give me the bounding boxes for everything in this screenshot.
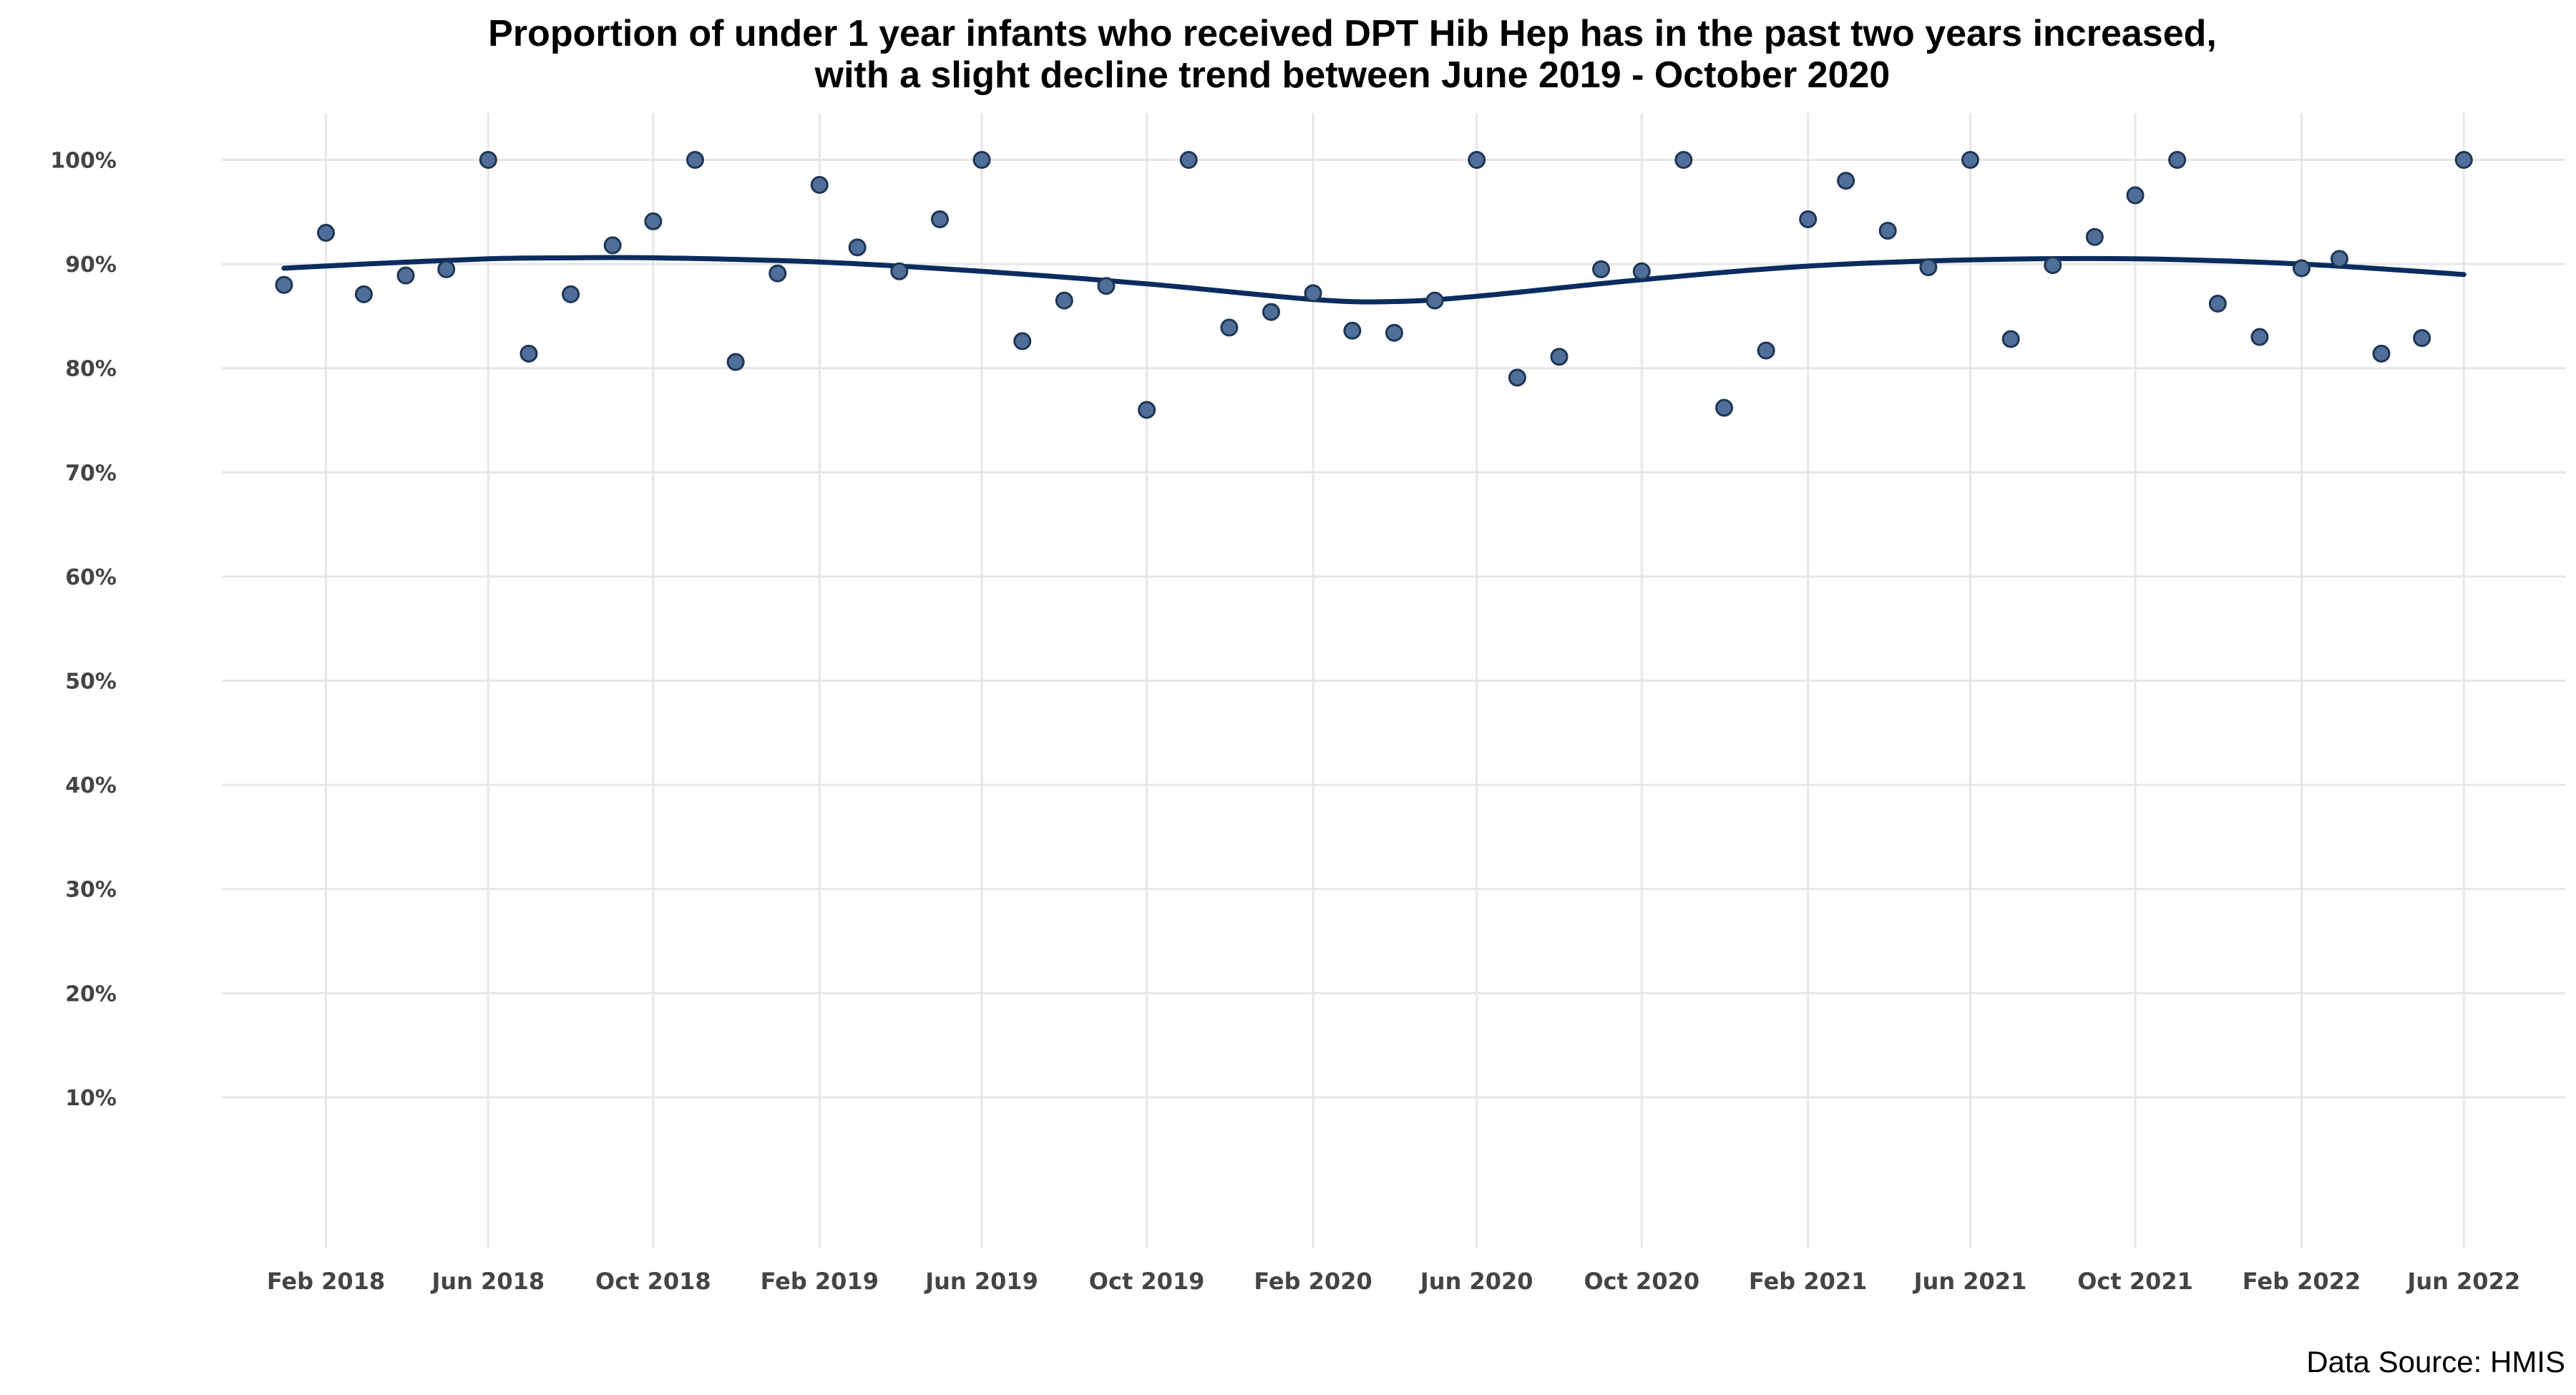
- grid-lines: [222, 113, 2565, 1248]
- data-point: [848, 238, 867, 257]
- data-point: [2168, 151, 2187, 170]
- x-tick-label: Feb 2021: [1749, 1268, 1867, 1295]
- x-tick-label: Oct 2019: [1089, 1268, 1205, 1295]
- chart-title-line-1: Proportion of under 1 year infants who r…: [488, 13, 2217, 54]
- y-tick-label: 90%: [65, 253, 117, 278]
- x-tick-label: Feb 2019: [761, 1268, 879, 1295]
- y-axis-tick-labels: 10% 20% 30% 40% 50% 60% 70% 80% 90% 100%: [50, 149, 117, 1111]
- data-point: [1961, 151, 1979, 170]
- data-point: [644, 212, 663, 230]
- data-point: [2330, 250, 2348, 268]
- y-tick-label: 10%: [65, 1086, 117, 1111]
- y-tick-label: 50%: [65, 670, 117, 695]
- data-point: [1592, 260, 1611, 278]
- data-point: [479, 151, 497, 170]
- y-tick-label: 80%: [65, 357, 117, 382]
- data-source-caption: Data Source: HMIS: [2306, 1345, 2565, 1379]
- data-point: [2208, 294, 2227, 313]
- data-point: [1138, 401, 1156, 419]
- data-point: [2085, 227, 2104, 246]
- x-tick-label: Jun 2022: [2406, 1268, 2520, 1295]
- data-point: [726, 353, 745, 371]
- data-point: [890, 262, 909, 280]
- data-point: [1715, 398, 1734, 417]
- x-tick-label: Jun 2019: [924, 1268, 1038, 1295]
- data-point: [972, 151, 991, 170]
- data-point: [396, 266, 415, 285]
- data-point: [1262, 303, 1280, 321]
- data-point: [2044, 256, 2062, 275]
- data-point: [769, 264, 787, 283]
- data-point: [1179, 151, 1198, 170]
- data-point: [317, 223, 336, 242]
- x-tick-label: Oct 2020: [1584, 1268, 1699, 1295]
- data-point: [562, 285, 580, 303]
- x-tick-label: Jun 2021: [1913, 1268, 2027, 1295]
- data-point: [519, 344, 538, 363]
- trend-line: [281, 255, 2467, 305]
- data-point: [1508, 368, 1526, 387]
- data-point: [1425, 291, 1444, 310]
- data-point: [930, 210, 949, 229]
- data-point: [1097, 277, 1116, 295]
- data-point: [1550, 348, 1568, 366]
- y-tick-label: 30%: [65, 878, 117, 903]
- y-tick-label: 70%: [65, 461, 117, 486]
- data-point: [2126, 186, 2145, 205]
- data-point: [1878, 222, 1897, 240]
- data-point: [437, 260, 456, 278]
- x-axis-tick-labels: Feb 2018 Jun 2018 Oct 2018 Feb 2019 Jun 2019…: [267, 1268, 2520, 1295]
- y-tick-label: 100%: [50, 149, 117, 174]
- x-tick-label: Jun 2018: [430, 1268, 545, 1295]
- data-point: [810, 175, 829, 194]
- data-point: [2413, 328, 2431, 347]
- data-points: [275, 151, 2473, 419]
- data-point: [1799, 210, 1818, 229]
- data-point: [2372, 344, 2391, 363]
- x-tick-label: Oct 2018: [595, 1268, 711, 1295]
- data-point: [1385, 323, 1403, 342]
- data-point: [1837, 172, 1855, 190]
- data-point: [1468, 151, 1486, 170]
- x-tick-label: Feb 2018: [267, 1268, 385, 1295]
- x-tick-label: Feb 2020: [1254, 1268, 1372, 1295]
- data-point: [1632, 262, 1651, 280]
- data-point: [1055, 291, 1073, 310]
- data-point: [1304, 284, 1322, 303]
- chart-title-line-2: with a slight decline trend between June…: [814, 54, 1890, 96]
- data-point: [2001, 330, 2020, 348]
- data-point: [1674, 151, 1693, 170]
- y-tick-label: 20%: [65, 982, 117, 1007]
- data-point: [354, 285, 373, 303]
- data-point: [2292, 259, 2311, 278]
- data-point: [2454, 151, 2473, 170]
- x-tick-label: Oct 2021: [2077, 1268, 2193, 1295]
- y-tick-label: 60%: [65, 565, 117, 590]
- data-point: [686, 151, 704, 170]
- x-tick-label: Jun 2020: [1419, 1268, 1533, 1295]
- data-point: [1757, 341, 1775, 360]
- data-point: [1919, 258, 1938, 276]
- data-point: [2250, 328, 2269, 346]
- data-point: [1343, 321, 1362, 340]
- trend-line-layer: [281, 255, 2467, 305]
- data-point: [1220, 318, 1239, 337]
- y-tick-label: 40%: [65, 773, 117, 798]
- data-point: [275, 275, 293, 294]
- data-point: [1013, 332, 1032, 351]
- data-point: [603, 236, 622, 255]
- x-tick-label: Feb 2022: [2243, 1268, 2361, 1295]
